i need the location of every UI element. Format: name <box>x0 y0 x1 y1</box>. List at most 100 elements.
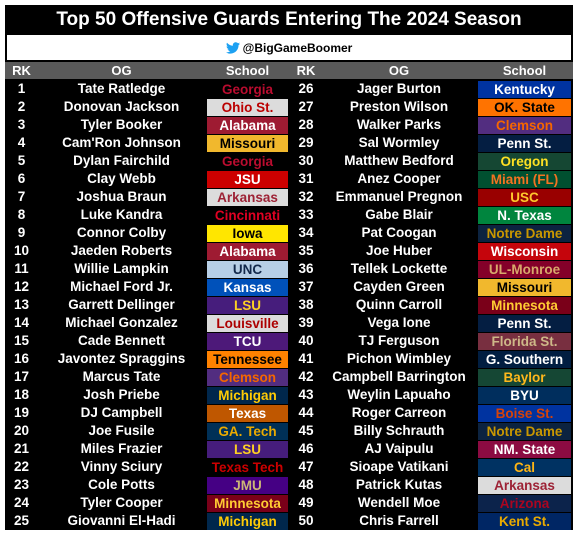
rank: 5 <box>17 153 26 168</box>
handle: @BigGameBoomer <box>242 40 353 55</box>
school: Florida St. <box>478 333 571 350</box>
player: Michael Gonzalez <box>65 315 178 330</box>
player: Vega Ione <box>367 315 431 330</box>
school: Tennessee <box>207 351 288 368</box>
school: N. Texas <box>478 207 571 224</box>
column-header: RK <box>12 63 31 78</box>
player: Walker Parks <box>356 117 442 132</box>
player: Clay Webb <box>87 171 156 186</box>
table-row: 3 Tyler Booker Alabama 28 Walker Parks Clemso… <box>5 116 573 134</box>
school: Missouri <box>207 135 288 152</box>
school: Missouri <box>478 279 571 296</box>
rank: 37 <box>298 279 314 294</box>
rank: 34 <box>298 225 314 240</box>
school: LSU <box>207 441 288 458</box>
rank: 40 <box>298 333 314 348</box>
rank: 11 <box>14 261 29 276</box>
school: LSU <box>207 297 288 314</box>
table-row: 14 Michael Gonzalez Louisville 39 Vega Ione P… <box>5 314 573 332</box>
column-header: School <box>225 63 270 78</box>
player: Emmanuel Pregnon <box>335 189 463 204</box>
player: Pat Coogan <box>361 225 437 240</box>
column-header: School <box>502 63 547 78</box>
rank: 35 <box>298 243 314 258</box>
column-header: OG <box>111 63 132 78</box>
player: Giovanni El-Hadi <box>67 513 176 528</box>
rank: 1 <box>17 81 26 96</box>
table-row: 21 Miles Frazier LSU 46 AJ Vaipulu NM. State <box>5 440 573 458</box>
rank: 38 <box>298 297 314 312</box>
rank: 28 <box>298 117 314 132</box>
rank: 43 <box>298 387 314 402</box>
player: Josh Priebe <box>83 387 160 402</box>
rank: 20 <box>13 423 30 438</box>
player: Wendell Moe <box>357 495 441 510</box>
player: Billy Schrauth <box>353 423 445 438</box>
player: Michael Ford Jr. <box>70 279 173 294</box>
table-row: 24 Tyler Cooper Minnesota 49 Wendell Moe Ariz… <box>5 494 573 512</box>
player: Pichon Wimbley <box>346 351 452 366</box>
table-row: 18 Josh Priebe Michigan 43 Weylin Lapuaho BYU <box>5 386 573 404</box>
school: UNC <box>207 261 288 278</box>
player: Patrick Kutas <box>355 477 443 492</box>
rank: 24 <box>13 495 30 510</box>
player: Weylin Lapuaho <box>347 387 451 402</box>
rank: 17 <box>13 369 30 384</box>
rank: 46 <box>298 441 314 456</box>
school: Georgia <box>207 153 288 170</box>
rank: 39 <box>298 315 314 330</box>
rank: 9 <box>17 225 26 240</box>
player: Connor Colby <box>76 225 167 240</box>
table-row: 5 Dylan Fairchild Georgia 30 Matthew Bedford… <box>5 152 573 170</box>
player: Donovan Jackson <box>63 99 180 114</box>
school: Cal <box>478 459 571 476</box>
school: Ohio St. <box>207 99 288 116</box>
school: Alabama <box>207 117 288 134</box>
school: Oregon <box>478 153 571 170</box>
player: Joshua Braun <box>76 189 167 204</box>
player: Jager Burton <box>356 81 441 96</box>
rank: 18 <box>13 387 30 402</box>
player: Preston Wilson <box>349 99 449 114</box>
player: Vinny Sciury <box>80 459 163 474</box>
table-row: 15 Cade Bennett TCU 40 TJ Ferguson Florida St… <box>5 332 573 350</box>
player: Campbell Barrington <box>332 369 466 384</box>
rank: 3 <box>17 117 26 132</box>
school: Kent St. <box>478 513 571 530</box>
school: BYU <box>478 387 571 404</box>
table-row: 23 Cole Potts JMU 48 Patrick Kutas Arkansas <box>5 476 573 494</box>
rank: 32 <box>298 189 314 204</box>
table-row: 7 Joshua Braun Arkansas 32 Emmanuel Pregnon U… <box>5 188 573 206</box>
player: Sioape Vatikani <box>349 459 449 474</box>
rank: 33 <box>298 207 314 222</box>
table-row: 2 Donovan Jackson Ohio St. 27 Preston Wilson… <box>5 98 573 116</box>
school: Arkansas <box>207 189 288 206</box>
table-row: 8 Luke Kandra Cincinnati 33 Gabe Blair N. Tex… <box>5 206 573 224</box>
table-row: 9 Connor Colby Iowa 34 Pat Coogan Notre Dame <box>5 224 573 242</box>
school: Michigan <box>207 387 288 404</box>
rank: 42 <box>298 369 314 384</box>
table-row: 11 Willie Lampkin UNC 36 Tellek Lockette UL-M… <box>5 260 573 278</box>
table-row: 10 Jaeden Roberts Alabama 35 Joe Huber Wiscon… <box>5 242 573 260</box>
player: AJ Vaipulu <box>364 441 434 456</box>
rank: 44 <box>298 405 314 420</box>
school: NM. State <box>478 441 571 458</box>
rank: 15 <box>13 333 30 348</box>
player: Garrett Dellinger <box>68 297 175 312</box>
school: G. Southern <box>478 351 571 368</box>
school: Notre Dame <box>478 225 571 242</box>
player: Jaeden Roberts <box>70 243 173 258</box>
rank: 48 <box>298 477 314 492</box>
player: Cole Potts <box>88 477 155 492</box>
rank: 19 <box>13 405 30 420</box>
frame: Top 50 Offensive Guards Entering The 202… <box>5 5 573 530</box>
table-row: 20 Joe Fusile GA. Tech 45 Billy Schrauth Notr… <box>5 422 573 440</box>
player: Sal Wormley <box>358 135 440 150</box>
school: USC <box>478 189 571 206</box>
rank: 21 <box>13 441 30 456</box>
school: Clemson <box>478 117 571 134</box>
rank: 41 <box>298 351 314 366</box>
school: Miami (FL) <box>478 171 571 188</box>
player: Chris Farrell <box>359 513 439 528</box>
table-row: 12 Michael Ford Jr. Kansas 37 Cayden Green Mi… <box>5 278 573 296</box>
